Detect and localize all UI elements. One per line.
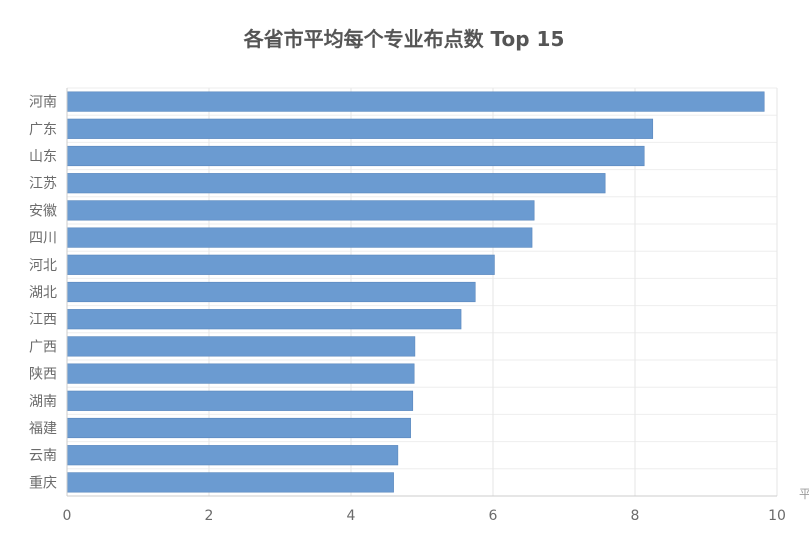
x-tick-label: 6 (489, 508, 498, 524)
category-label: 福建 (29, 421, 57, 437)
category-label: 安徽 (29, 203, 57, 219)
category-label: 重庆 (29, 475, 57, 491)
bar-layer (66, 91, 765, 493)
bar (66, 254, 495, 275)
bar (66, 445, 399, 466)
category-label: 河南 (29, 95, 57, 111)
bar (66, 145, 645, 167)
bar (66, 173, 606, 194)
category-label: 山东 (29, 149, 57, 165)
category-label: 陕西 (29, 367, 57, 383)
bar (66, 200, 535, 221)
x-axis-label: 平 (799, 487, 809, 501)
category-label: 四川 (29, 231, 57, 247)
category-label: 广东 (29, 122, 57, 138)
category-label: 湖南 (29, 394, 57, 410)
chart-title: 各省市平均每个专业布点数 Top 15 (243, 27, 565, 51)
bar (66, 417, 411, 439)
bar (66, 281, 476, 303)
x-tick-label: 10 (768, 508, 786, 524)
x-tick-label: 2 (205, 508, 214, 524)
bar (66, 309, 462, 330)
bar (66, 363, 415, 384)
bar (66, 91, 765, 112)
bar (66, 336, 416, 357)
category-label: 江西 (29, 312, 57, 328)
x-tick-label: 0 (63, 508, 72, 524)
category-label: 江苏 (29, 176, 57, 192)
x-tick-label: 4 (347, 508, 356, 524)
bar (66, 390, 414, 411)
category-label: 广西 (29, 339, 57, 355)
x-tick-label: 8 (631, 508, 640, 524)
bar (66, 118, 654, 139)
bar (66, 227, 533, 248)
category-label: 河北 (29, 258, 57, 274)
axis-layer (66, 88, 777, 497)
category-label: 云南 (29, 448, 57, 464)
category-label: 湖北 (29, 285, 57, 301)
bar (66, 472, 394, 493)
